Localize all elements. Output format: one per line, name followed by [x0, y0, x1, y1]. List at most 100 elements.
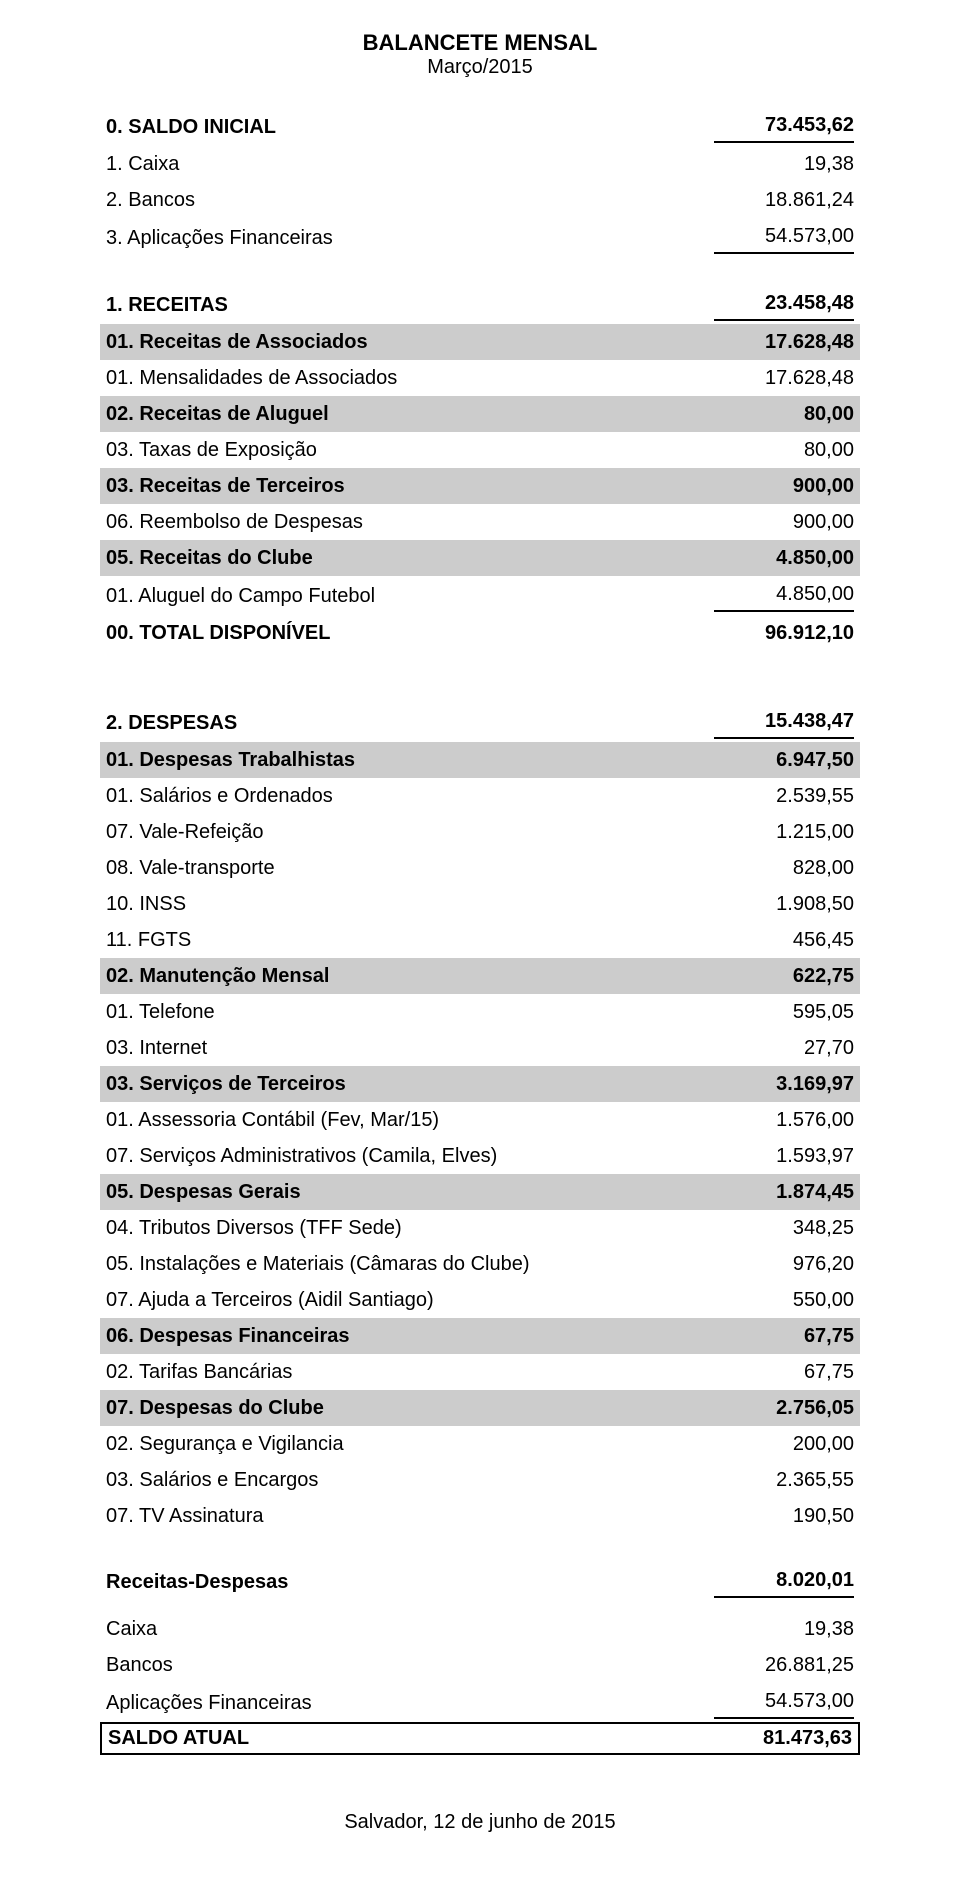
receitas-group-header-label: 01. Receitas de Associados: [106, 327, 714, 357]
receitas-group-header-label: 02. Receitas de Aluguel: [106, 399, 714, 429]
saldo-inicial-item-value: 18.861,24: [714, 185, 854, 215]
resultado-item-label: Bancos: [106, 1650, 714, 1680]
saldo-inicial-item: 2. Bancos18.861,24: [100, 182, 860, 218]
resultado-item-label: Aplicações Financeiras: [106, 1688, 714, 1718]
despesas-group-header-value: 3.169,97: [714, 1069, 854, 1099]
resultado-items: Caixa19,38Bancos26.881,25Aplicações Fina…: [100, 1611, 860, 1722]
saldo-inicial-label: 0. SALDO INICIAL: [106, 112, 714, 142]
saldo-inicial-item-label: 3. Aplicações Financeiras: [106, 223, 714, 253]
saldo-atual-row: SALDO ATUAL 81.473,63: [100, 1722, 860, 1755]
total-disponivel-label: 00. TOTAL DISPONÍVEL: [106, 618, 714, 648]
despesas-item: 01. Telefone595,05: [100, 994, 860, 1030]
despesas-item: 03. Internet27,70: [100, 1030, 860, 1066]
saldo-inicial-value: 73.453,62: [714, 110, 854, 143]
resultado-item-label: Caixa: [106, 1614, 714, 1644]
despesas-item-value: 27,70: [714, 1033, 854, 1063]
despesas-item-label: 01. Assessoria Contábil (Fev, Mar/15): [106, 1105, 714, 1135]
despesas-group-header: 06. Despesas Financeiras67,75: [100, 1318, 860, 1354]
despesas-group-header: 02. Manutenção Mensal622,75: [100, 958, 860, 994]
receitas-label: 1. RECEITAS: [106, 290, 714, 320]
saldo-inicial-items: 1. Caixa19,382. Bancos18.861,243. Aplica…: [100, 146, 860, 257]
receitas-item: 01. Mensalidades de Associados17.628,48: [100, 360, 860, 396]
despesas-group-header-label: 07. Despesas do Clube: [106, 1393, 714, 1423]
despesas-item: 10. INSS1.908,50: [100, 886, 860, 922]
despesas-group-header: 03. Serviços de Terceiros3.169,97: [100, 1066, 860, 1102]
despesas-label: 2. DESPESAS: [106, 708, 714, 738]
despesas-item-value: 828,00: [714, 853, 854, 883]
despesas-group-header-label: 03. Serviços de Terceiros: [106, 1069, 714, 1099]
despesas-item-label: 02. Segurança e Vigilancia: [106, 1429, 714, 1459]
despesas-item-value: 1.593,97: [714, 1141, 854, 1171]
despesas-group-header-label: 05. Despesas Gerais: [106, 1177, 714, 1207]
saldo-inicial-header: 0. SALDO INICIAL 73.453,62: [100, 107, 860, 146]
despesas-item-label: 07. Serviços Administrativos (Camila, El…: [106, 1141, 714, 1171]
despesas-item: 01. Salários e Ordenados2.539,55: [100, 778, 860, 814]
despesas-group-header-label: 02. Manutenção Mensal: [106, 961, 714, 991]
despesas-item-value: 200,00: [714, 1429, 854, 1459]
receitas-item-label: 03. Taxas de Exposição: [106, 435, 714, 465]
despesas-item: 11. FGTS456,45: [100, 922, 860, 958]
receitas-group-header: 05. Receitas do Clube4.850,00: [100, 540, 860, 576]
receitas-item: 06. Reembolso de Despesas900,00: [100, 504, 860, 540]
despesas-item: 02. Tarifas Bancárias67,75: [100, 1354, 860, 1390]
despesas-item-label: 04. Tributos Diversos (TFF Sede): [106, 1213, 714, 1243]
despesas-item: 04. Tributos Diversos (TFF Sede)348,25: [100, 1210, 860, 1246]
despesas-item: 07. Ajuda a Terceiros (Aidil Santiago)55…: [100, 1282, 860, 1318]
receitas-group-header-value: 4.850,00: [714, 543, 854, 573]
saldo-inicial-item: 3. Aplicações Financeiras54.573,00: [100, 218, 860, 257]
receitas-groups: 01. Receitas de Associados17.628,4801. M…: [100, 324, 860, 615]
despesas-item: 01. Assessoria Contábil (Fev, Mar/15)1.5…: [100, 1102, 860, 1138]
receitas-group-header-value: 900,00: [714, 471, 854, 501]
resultado-item: Caixa19,38: [100, 1611, 860, 1647]
despesas-item: 07. Serviços Administrativos (Camila, El…: [100, 1138, 860, 1174]
despesas-item-value: 190,50: [714, 1501, 854, 1531]
doc-title: BALANCETE MENSAL: [100, 30, 860, 56]
receitas-group-header: 02. Receitas de Aluguel80,00: [100, 396, 860, 432]
despesas-item: 07. TV Assinatura190,50: [100, 1498, 860, 1534]
receitas-despesas-row: Receitas-Despesas 8.020,01: [100, 1562, 860, 1601]
despesas-group-header-value: 1.874,45: [714, 1177, 854, 1207]
despesas-item-label: 11. FGTS: [106, 925, 714, 955]
receitas-group-header: 01. Receitas de Associados17.628,48: [100, 324, 860, 360]
despesas-group-header-label: 06. Despesas Financeiras: [106, 1321, 714, 1351]
despesas-item-label: 07. TV Assinatura: [106, 1501, 714, 1531]
footer-date: Salvador, 12 de junho de 2015: [100, 1811, 860, 1834]
saldo-inicial-item: 1. Caixa19,38: [100, 146, 860, 182]
despesas-item-label: 01. Salários e Ordenados: [106, 781, 714, 811]
receitas-item-value: 17.628,48: [714, 363, 854, 393]
despesas-group-header-value: 2.756,05: [714, 1393, 854, 1423]
receitas-group-header-value: 17.628,48: [714, 327, 854, 357]
despesas-group-header-label: 01. Despesas Trabalhistas: [106, 745, 714, 775]
despesas-groups: 01. Despesas Trabalhistas6.947,5001. Sal…: [100, 742, 860, 1534]
receitas-item-label: 01. Aluguel do Campo Futebol: [106, 581, 714, 611]
despesas-item: 05. Instalações e Materiais (Câmaras do …: [100, 1246, 860, 1282]
despesas-item-value: 1.215,00: [714, 817, 854, 847]
receitas-group-header: 03. Receitas de Terceiros900,00: [100, 468, 860, 504]
resultado-item-value: 54.573,00: [714, 1686, 854, 1719]
despesas-value: 15.438,47: [714, 706, 854, 739]
receitas-item-label: 06. Reembolso de Despesas: [106, 507, 714, 537]
receitas-item-value: 900,00: [714, 507, 854, 537]
despesas-item: 02. Segurança e Vigilancia200,00: [100, 1426, 860, 1462]
despesas-item-value: 348,25: [714, 1213, 854, 1243]
despesas-item-value: 2.365,55: [714, 1465, 854, 1495]
saldo-inicial-item-label: 1. Caixa: [106, 149, 714, 179]
despesas-header: 2. DESPESAS 15.438,47: [100, 703, 860, 742]
despesas-item-value: 1.576,00: [714, 1105, 854, 1135]
saldo-inicial-item-value: 54.573,00: [714, 221, 854, 254]
despesas-item-value: 67,75: [714, 1357, 854, 1387]
receitas-item: 03. Taxas de Exposição80,00: [100, 432, 860, 468]
resultado-item-value: 26.881,25: [714, 1650, 854, 1680]
despesas-item-label: 05. Instalações e Materiais (Câmaras do …: [106, 1249, 714, 1279]
despesas-group-header-value: 6.947,50: [714, 745, 854, 775]
despesas-item: 08. Vale-transporte828,00: [100, 850, 860, 886]
despesas-item: 07. Vale-Refeição1.215,00: [100, 814, 860, 850]
despesas-item-value: 456,45: [714, 925, 854, 955]
despesas-item-value: 976,20: [714, 1249, 854, 1279]
despesas-group-header: 07. Despesas do Clube2.756,05: [100, 1390, 860, 1426]
resultado-item: Bancos26.881,25: [100, 1647, 860, 1683]
despesas-item-label: 02. Tarifas Bancárias: [106, 1357, 714, 1387]
receitas-item-value: 80,00: [714, 435, 854, 465]
receitas-value: 23.458,48: [714, 288, 854, 321]
despesas-item-value: 595,05: [714, 997, 854, 1027]
